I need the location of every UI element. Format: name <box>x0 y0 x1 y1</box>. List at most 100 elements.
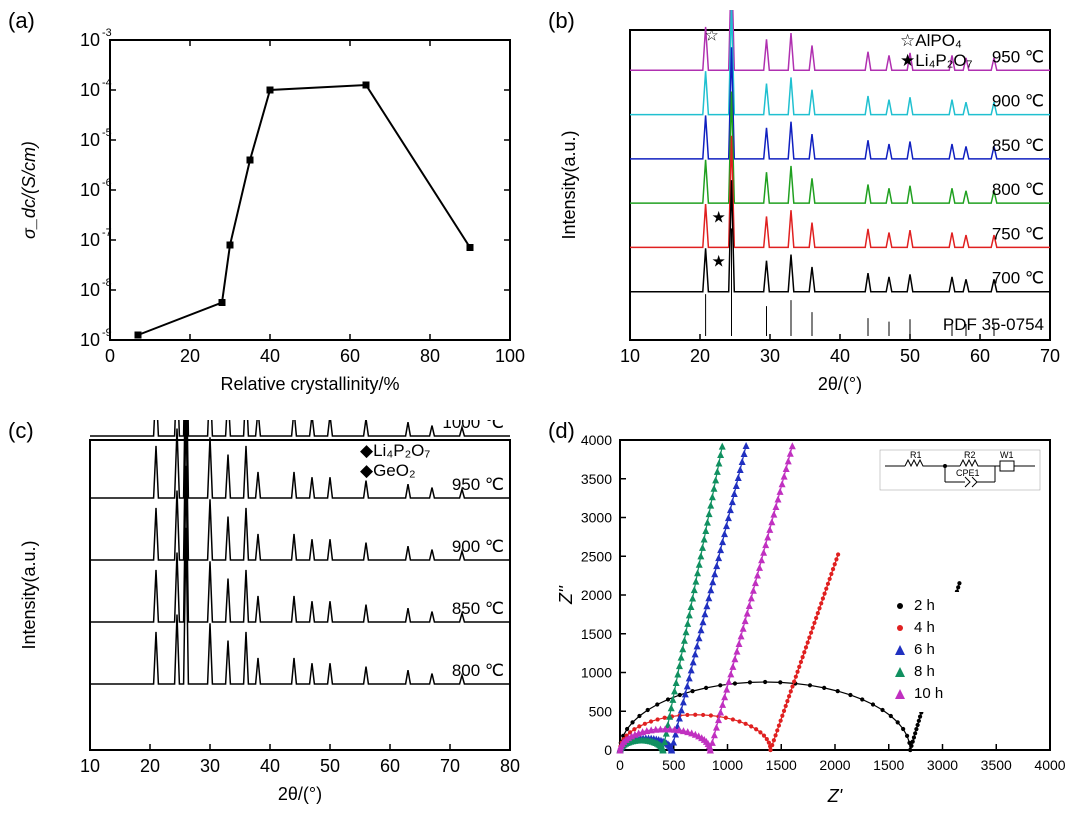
svg-text:10: 10 <box>80 230 100 250</box>
svg-text:10: 10 <box>80 130 100 150</box>
svg-text:★Li₄P₂O₇: ★Li₄P₂O₇ <box>900 51 973 70</box>
svg-text:500: 500 <box>589 703 613 719</box>
svg-text:10 h: 10 h <box>914 685 943 702</box>
panel-label-d: (d) <box>548 418 575 444</box>
svg-text:★: ★ <box>712 254 726 271</box>
svg-text:10: 10 <box>80 80 100 100</box>
svg-text:900 ℃: 900 ℃ <box>992 92 1044 111</box>
svg-text:70: 70 <box>440 756 460 776</box>
svg-text:800 ℃: 800 ℃ <box>452 661 504 680</box>
svg-text:Z': Z' <box>827 786 843 806</box>
svg-text:PDF 35-0754: PDF 35-0754 <box>943 315 1044 334</box>
svg-text:-8: -8 <box>102 277 112 289</box>
svg-text:Z'': Z'' <box>556 586 576 605</box>
svg-text:3000: 3000 <box>581 510 612 526</box>
svg-text:R1: R1 <box>910 450 922 460</box>
svg-text:4 h: 4 h <box>914 619 935 636</box>
chart-d: 0 500 1000 1500 2000 1500 3000 3500 4000 0 500 1000… <box>550 420 1070 810</box>
svg-text:1000 ℃: 1000 ℃ <box>442 420 504 432</box>
svg-text:-7: -7 <box>102 227 112 239</box>
svg-text:50: 50 <box>900 346 920 366</box>
svg-text:1000: 1000 <box>712 757 743 773</box>
svg-text:0: 0 <box>616 757 624 773</box>
svg-text:40: 40 <box>260 346 280 366</box>
panel-b: (b) 10 20 30 40 50 60 70 2θ/(°) Intensity(a.u.) 9… <box>540 0 1080 410</box>
svg-text:-5: -5 <box>102 127 112 139</box>
svg-text:3500: 3500 <box>581 471 612 487</box>
chart-a: 02040608010010-910-810-710-610-510-410-3… <box>10 10 530 400</box>
svg-text:Relative crystallinity/%: Relative crystallinity/% <box>220 374 399 394</box>
svg-text:2θ/(°): 2θ/(°) <box>818 374 862 394</box>
svg-text:60: 60 <box>380 756 400 776</box>
svg-text:-4: -4 <box>102 77 112 89</box>
svg-text:950 ℃: 950 ℃ <box>992 47 1044 66</box>
svg-text:80: 80 <box>420 346 440 366</box>
svg-text:◆GeO₂: ◆GeO₂ <box>360 461 416 480</box>
panel-label-c: (c) <box>8 418 34 444</box>
svg-text:20: 20 <box>140 756 160 776</box>
svg-text:70: 70 <box>1040 346 1060 366</box>
svg-text:750 ℃: 750 ℃ <box>992 224 1044 243</box>
svg-text:6 h: 6 h <box>914 641 935 658</box>
svg-text:1000: 1000 <box>581 665 612 681</box>
chart-c: 10 20 30 40 50 60 70 80 2θ/(°) Intensity(a.u.) 100… <box>10 420 530 810</box>
svg-text:☆AlPO₄: ☆AlPO₄ <box>900 31 962 50</box>
svg-text:3500: 3500 <box>981 757 1012 773</box>
svg-text:2000: 2000 <box>819 757 850 773</box>
svg-text:8 h: 8 h <box>914 663 935 680</box>
svg-text:R2: R2 <box>964 450 976 460</box>
svg-text:10: 10 <box>80 180 100 200</box>
svg-text:★: ★ <box>712 209 726 226</box>
svg-text:-3: -3 <box>102 27 112 39</box>
svg-text:-6: -6 <box>102 177 112 189</box>
svg-text:2000: 2000 <box>581 587 612 603</box>
panel-c: (c) 10 20 30 40 50 60 70 80 2θ/(°) Intensity(a.u.… <box>0 410 540 820</box>
svg-text:-9: -9 <box>102 327 112 339</box>
svg-text:10: 10 <box>620 346 640 366</box>
svg-text:1500: 1500 <box>581 626 612 642</box>
svg-text:30: 30 <box>760 346 780 366</box>
chart-b: 10 20 30 40 50 60 70 2θ/(°) Intensity(a.u.) 950 ℃… <box>550 10 1070 400</box>
svg-text:700 ℃: 700 ℃ <box>992 269 1044 288</box>
panel-label-b: (b) <box>548 8 575 34</box>
svg-text:1500: 1500 <box>873 757 904 773</box>
svg-text:◆Li₄P₂O₇: ◆Li₄P₂O₇ <box>360 441 430 460</box>
svg-text:20: 20 <box>690 346 710 366</box>
svg-text:3000: 3000 <box>927 757 958 773</box>
svg-text:850 ℃: 850 ℃ <box>992 136 1044 155</box>
panel-a: (a) 02040608010010-910-810-710-610-510-4… <box>0 0 540 410</box>
svg-text:30: 30 <box>200 756 220 776</box>
svg-text:80: 80 <box>500 756 520 776</box>
svg-text:☆: ☆ <box>705 27 719 44</box>
svg-text:500: 500 <box>662 757 686 773</box>
svg-text:W1: W1 <box>1000 450 1014 460</box>
svg-text:20: 20 <box>180 346 200 366</box>
svg-text:40: 40 <box>260 756 280 776</box>
svg-text:40: 40 <box>830 346 850 366</box>
svg-text:10: 10 <box>80 330 100 350</box>
svg-text:0: 0 <box>604 742 612 758</box>
svg-text:Intensity(a.u.): Intensity(a.u.) <box>19 540 39 649</box>
panel-label-a: (a) <box>8 8 35 34</box>
panel-d: (d) 0 500 1000 1500 2000 1500 3000 3500 4000 0 500… <box>540 410 1080 820</box>
svg-text:850 ℃: 850 ℃ <box>452 599 504 618</box>
svg-text:2 h: 2 h <box>914 597 935 614</box>
svg-text:50: 50 <box>320 756 340 776</box>
svg-text:1500: 1500 <box>766 757 797 773</box>
svg-text:900 ℃: 900 ℃ <box>452 537 504 556</box>
svg-text:60: 60 <box>970 346 990 366</box>
svg-text:10: 10 <box>80 30 100 50</box>
svg-text:10: 10 <box>80 756 100 776</box>
svg-text:60: 60 <box>340 346 360 366</box>
svg-text:CPE1: CPE1 <box>956 468 980 478</box>
svg-text:10: 10 <box>80 280 100 300</box>
svg-text:4000: 4000 <box>581 432 612 448</box>
svg-text:σ_dc/(S/cm): σ_dc/(S/cm) <box>19 141 39 239</box>
svg-text:2θ/(°): 2θ/(°) <box>278 784 322 804</box>
svg-text:4000: 4000 <box>1034 757 1065 773</box>
svg-text:2500: 2500 <box>581 548 612 564</box>
svg-text:950 ℃: 950 ℃ <box>452 475 504 494</box>
svg-text:0: 0 <box>105 346 115 366</box>
svg-text:Intensity(a.u.): Intensity(a.u.) <box>559 130 579 239</box>
svg-text:800 ℃: 800 ℃ <box>992 180 1044 199</box>
